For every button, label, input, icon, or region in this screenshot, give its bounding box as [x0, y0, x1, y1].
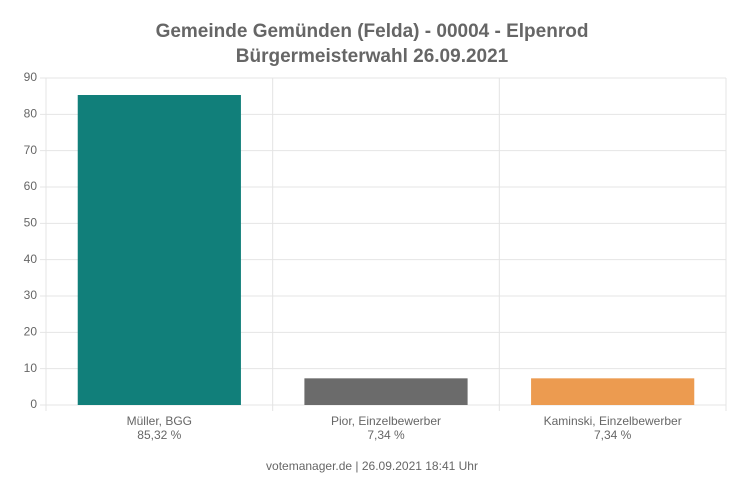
value-label: 85,32 %	[137, 428, 181, 442]
value-label: 7,34 %	[594, 428, 632, 442]
y-tick-label: 70	[24, 143, 38, 157]
y-tick-label: 0	[30, 397, 37, 411]
y-tick-label: 60	[24, 179, 38, 193]
chart-title: Gemeinde Gemünden (Felda) - 00004 - Elpe…	[156, 21, 589, 42]
x-tick-label: Kaminski, Einzelbewerber	[544, 414, 682, 428]
y-tick-label: 90	[24, 70, 38, 84]
y-tick-label: 50	[24, 216, 38, 230]
bar	[304, 378, 468, 405]
y-tick-label: 80	[24, 107, 38, 121]
y-tick-label: 10	[24, 361, 38, 375]
x-tick-label: Müller, BGG	[127, 414, 192, 428]
bar	[531, 378, 695, 405]
value-label: 7,34 %	[367, 428, 405, 442]
footer: votemanager.de | 26.09.2021 18:41 Uhr	[266, 459, 478, 473]
x-tick-label: Pior, Einzelbewerber	[331, 414, 441, 428]
y-tick-label: 30	[24, 288, 38, 302]
bar	[77, 95, 241, 405]
chart-subtitle: Bürgermeisterwahl 26.09.2021	[236, 46, 509, 67]
y-tick-label: 40	[24, 252, 38, 266]
y-tick-label: 20	[24, 325, 38, 339]
